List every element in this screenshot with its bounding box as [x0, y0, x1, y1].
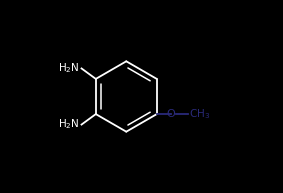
Text: CH$_3$: CH$_3$ — [189, 107, 210, 121]
Text: H$_2$N: H$_2$N — [58, 62, 80, 75]
Text: O: O — [167, 109, 175, 119]
Text: H$_2$N: H$_2$N — [58, 118, 80, 131]
